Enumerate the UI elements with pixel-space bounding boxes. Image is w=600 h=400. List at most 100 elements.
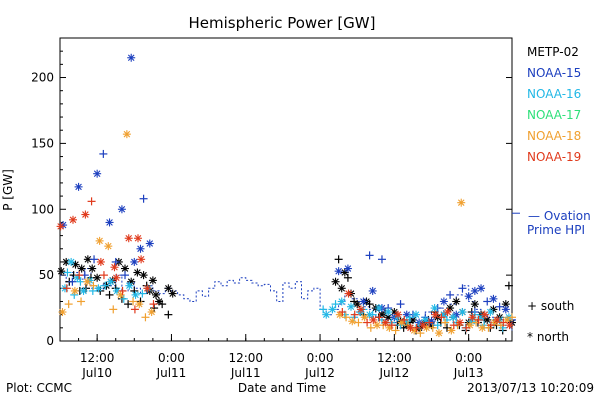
north-point — [430, 304, 439, 313]
north-point — [452, 297, 461, 306]
south-point — [396, 300, 405, 309]
legend-entry: NOAA-17 — [527, 108, 581, 122]
south-point — [90, 255, 99, 264]
south-point — [375, 313, 384, 322]
north-point — [501, 305, 510, 314]
south-point — [141, 313, 150, 322]
north-point — [348, 317, 357, 326]
south-point — [495, 302, 504, 311]
south-point — [130, 305, 139, 314]
north-point — [373, 321, 382, 330]
north-point — [434, 329, 443, 338]
north-point — [155, 297, 164, 306]
symbol-legend-entry: + south — [527, 299, 574, 313]
north-point — [145, 239, 154, 248]
ovation-legend-label: — Ovation — [528, 209, 591, 223]
symbol-legend-entry: * north — [527, 330, 569, 344]
symbol-legend: + south * north — [527, 299, 574, 344]
legend-entry: METP-02 — [527, 45, 579, 59]
north-point — [136, 244, 145, 253]
north-point — [131, 290, 140, 299]
legend-entry: NOAA-18 — [527, 129, 581, 143]
north-point — [458, 308, 467, 317]
north-point — [418, 321, 427, 330]
north-point — [381, 318, 390, 327]
south-point — [442, 323, 451, 332]
north-point — [168, 289, 177, 298]
north-point — [104, 242, 113, 251]
south-point — [486, 321, 495, 330]
legend-entry: NOAA-15 — [527, 66, 581, 80]
north-point — [347, 302, 356, 311]
south-point — [87, 197, 96, 206]
south-point — [149, 300, 158, 309]
south-point — [391, 326, 400, 335]
south-point — [101, 281, 110, 290]
south-point — [462, 323, 471, 332]
north-point — [412, 310, 421, 319]
south-point — [75, 271, 84, 280]
north-point — [406, 323, 415, 332]
north-point — [79, 286, 88, 295]
north-point — [384, 308, 393, 317]
north-point — [334, 267, 343, 276]
north-point — [147, 308, 156, 317]
north-point — [143, 284, 152, 293]
north-point — [464, 292, 473, 301]
x-tick-date: Jul10 — [81, 366, 112, 380]
south-point — [124, 300, 133, 309]
y-tick-label: 150 — [31, 136, 54, 150]
legend-entry: NOAA-19 — [527, 150, 581, 164]
south-point — [334, 255, 343, 264]
south-point — [504, 281, 513, 290]
south-point — [437, 313, 446, 322]
north-point — [56, 222, 65, 231]
south-point — [377, 255, 386, 264]
data-points — [56, 53, 516, 338]
south-point — [425, 318, 434, 327]
legend: METP-02 NOAA-15 NOAA-16 NOAA-17 NOAA-18 NOAA-… — [527, 45, 581, 164]
north-point — [122, 130, 131, 139]
north-point — [134, 234, 143, 243]
north-point — [57, 267, 66, 276]
x-tick-date: Jul11 — [156, 366, 187, 380]
north-point — [343, 264, 352, 273]
south-point — [89, 281, 98, 290]
north-point — [112, 273, 121, 282]
north-point — [431, 310, 440, 319]
north-point — [344, 289, 353, 298]
south-point — [350, 310, 359, 319]
north-point — [449, 313, 458, 322]
south-point — [109, 305, 118, 314]
south-point — [416, 329, 425, 338]
north-point — [94, 284, 103, 293]
north-point — [133, 268, 142, 277]
north-point — [83, 277, 92, 286]
north-point — [71, 260, 80, 269]
x-tick-time: 0:00 — [158, 351, 185, 365]
north-point — [95, 236, 104, 245]
north-point — [337, 284, 346, 293]
plot-frame — [59, 37, 513, 342]
y-tick-label: 100 — [31, 202, 54, 216]
south-point — [68, 277, 77, 286]
south-point — [474, 315, 483, 324]
north-point — [164, 284, 173, 293]
north-point — [368, 286, 377, 295]
south-point — [111, 257, 120, 266]
y-tick-label: 200 — [31, 71, 54, 85]
north-point — [478, 323, 487, 332]
north-point — [369, 315, 378, 324]
north-point — [331, 277, 340, 286]
north-point — [477, 284, 486, 293]
south-point — [449, 321, 458, 330]
north-point — [489, 294, 498, 303]
north-point — [74, 182, 83, 191]
south-point — [387, 321, 396, 330]
x-tick-time: 0:00 — [307, 351, 334, 365]
north-point — [93, 169, 102, 178]
chart-title: Hemispheric Power [GW] — [189, 14, 376, 32]
south-point — [363, 318, 372, 327]
north-point — [322, 310, 331, 319]
